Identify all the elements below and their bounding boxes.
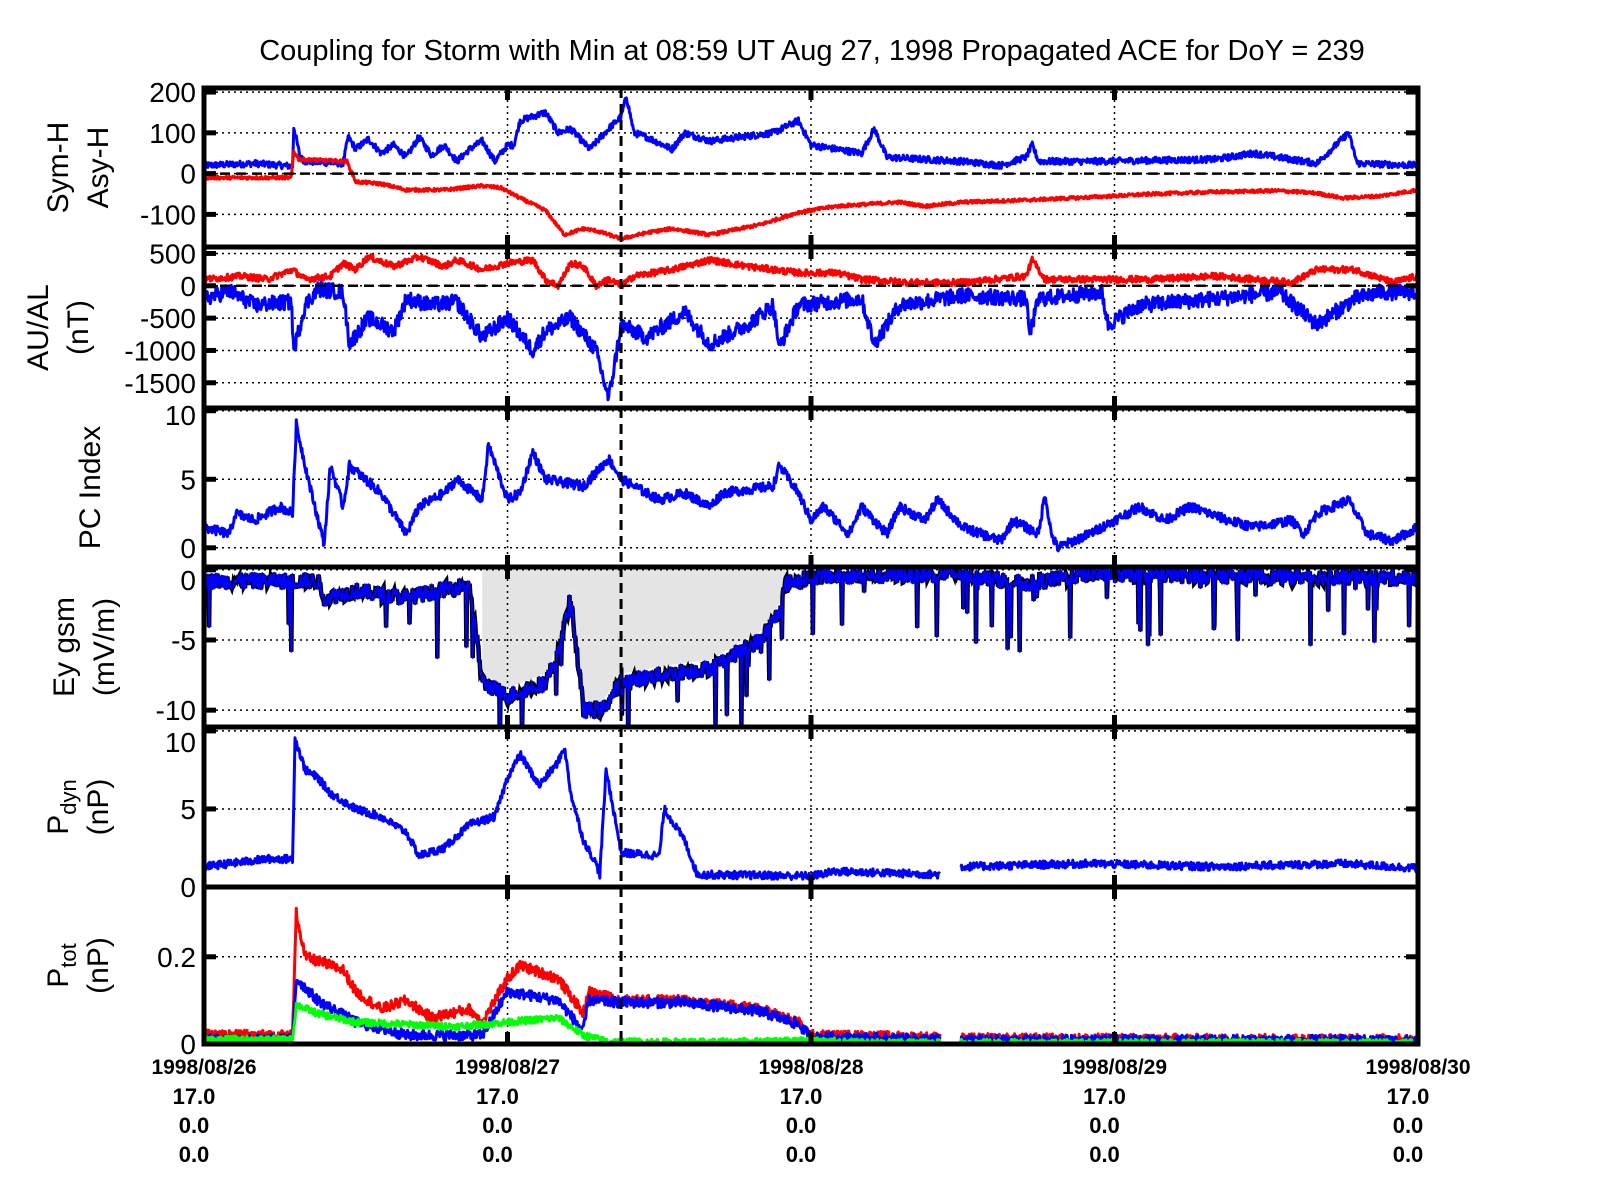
y-tick-label: 10 <box>165 400 196 431</box>
x-tick-label: 0.0 <box>786 1142 817 1167</box>
y-tick-label: 0 <box>180 1029 196 1060</box>
y-tick-label: -500 <box>140 303 196 334</box>
x-tick-label: 17.0 <box>173 1084 216 1109</box>
y-tick-label: -100 <box>140 199 196 230</box>
y-axis-label: Ey gsm <box>48 597 81 697</box>
y-axis-label-subscript: tot <box>56 943 81 967</box>
x-tick-label: 0.0 <box>482 1142 513 1167</box>
series-line-sym-h <box>204 149 1418 242</box>
y-axis-label: (nP) <box>82 937 115 994</box>
y-tick-label: 0 <box>180 565 196 596</box>
x-tick-label: 1998/08/28 <box>758 1056 863 1079</box>
x-tick-label: 0.0 <box>786 1113 817 1138</box>
series-line-pc <box>204 418 1418 553</box>
x-tick-label: 0.0 <box>179 1142 210 1167</box>
shaded-region <box>482 569 786 702</box>
y-tick-label: -1500 <box>124 368 196 399</box>
x-tick-label: 1998/08/27 <box>455 1056 560 1079</box>
x-tick-label: 1998/08/29 <box>1062 1056 1167 1079</box>
x-tick-label: 0.0 <box>1089 1113 1120 1138</box>
x-tick-label: 1998/08/26 <box>151 1056 256 1079</box>
x-tick-label: 0.0 <box>1393 1113 1424 1138</box>
y-axis-label: Ptot <box>42 943 81 987</box>
panel-0: 200 100 0 -100 Sym-H Asy-H <box>42 77 1421 250</box>
y-tick-label: -10 <box>156 695 196 726</box>
x-tick-label: 0.0 <box>482 1113 513 1138</box>
x-tick-label: 1998/08/30 <box>1365 1056 1470 1079</box>
series-line-au <box>204 253 1418 290</box>
y-tick-label: 500 <box>149 238 196 269</box>
y-axis-label: AU/AL <box>22 284 55 371</box>
panel-2: 10 5 0 PC Index <box>74 400 1421 570</box>
y-axis-label: Sym-H <box>42 122 75 214</box>
chart-title: Coupling for Storm with Min at 08:59 UT … <box>259 35 1365 67</box>
y-axis-label-main: P <box>42 968 75 988</box>
y-axis-label: (nP) <box>82 779 115 836</box>
y-tick-label: 0 <box>180 533 196 564</box>
x-tick-label: 17.0 <box>1387 1084 1430 1109</box>
y-tick-label: 0 <box>180 159 196 190</box>
y-axis-label: (mV/m) <box>88 598 121 696</box>
y-tick-label: -1000 <box>124 335 196 366</box>
x-tick-label: 17.0 <box>780 1084 823 1109</box>
y-axis-label: Asy-H <box>82 127 115 209</box>
x-tick-label: 0.0 <box>1393 1142 1424 1167</box>
y-tick-label: 200 <box>149 77 196 108</box>
panel-4: 10 5 0 Pdyn (nP) <box>42 724 1421 903</box>
x-tick-label: 0.0 <box>1089 1142 1120 1167</box>
y-tick-label: 0 <box>180 872 196 903</box>
y-axis-label-subscript: dyn <box>56 779 81 814</box>
y-axis-label-main: P <box>42 815 75 835</box>
x-tick-label: 17.0 <box>1083 1084 1126 1109</box>
y-axis-label: Pdyn <box>42 779 81 835</box>
y-axis-label: PC Index <box>74 426 107 549</box>
y-tick-label: 10 <box>165 727 196 758</box>
series-line-asy-h <box>204 96 1418 171</box>
y-tick-label: -5 <box>171 625 196 656</box>
panel-5: 0.2 0 Ptot (nP) <box>42 884 1421 1060</box>
x-tick-label: 17.0 <box>476 1084 519 1109</box>
y-tick-label: 5 <box>180 794 196 825</box>
y-tick-label: 0.2 <box>157 942 196 973</box>
y-tick-label: 5 <box>180 464 196 495</box>
series-line-pdyn <box>204 736 1418 882</box>
x-tick-label: 0.0 <box>179 1113 210 1138</box>
y-tick-label: 100 <box>149 118 196 149</box>
y-axis-label: (nT) <box>62 300 95 355</box>
series-line-al <box>204 281 1418 402</box>
y-tick-label: 0 <box>180 271 196 302</box>
